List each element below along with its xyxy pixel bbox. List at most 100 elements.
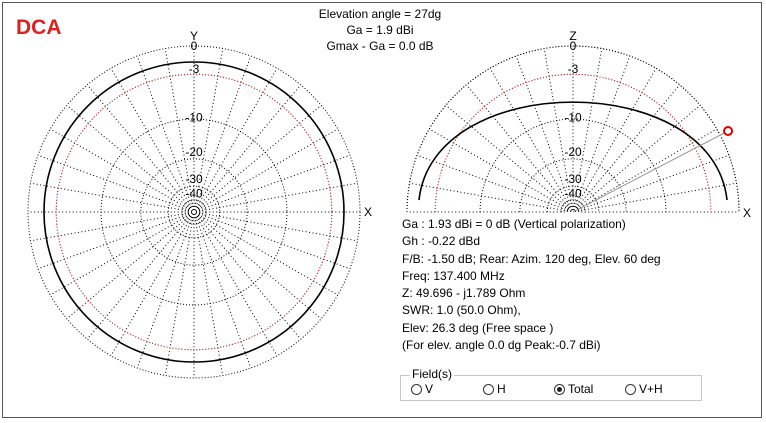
elevation-ring-label-0: 0 bbox=[570, 39, 577, 53]
info-fb: F/B: -1.50 dB; Rear: Azim. 120 deg, Elev… bbox=[402, 251, 661, 266]
azimuth-spoke bbox=[86, 84, 190, 206]
radio-h-dot[interactable] bbox=[483, 383, 494, 395]
ga-label: Ga = 1.9 dBi bbox=[346, 23, 414, 37]
elevation-ring-label-2: -10 bbox=[564, 110, 582, 124]
elevation-angle-label: Elevation angle = 27dg bbox=[318, 7, 442, 21]
azimuth-spoke bbox=[200, 215, 339, 296]
azimuth-spoke bbox=[66, 216, 188, 320]
elevation-ring-label-5: -40 bbox=[564, 187, 582, 201]
azimuth-ring-label-3: -20 bbox=[185, 145, 203, 159]
info-freq: Freq: 137.400 MHz bbox=[402, 268, 505, 283]
radio-vh-dot[interactable] bbox=[625, 383, 636, 395]
elevation-axis-vertical: Z bbox=[569, 29, 576, 43]
logo: DCA bbox=[16, 16, 62, 39]
azimuth-spoke bbox=[49, 128, 188, 209]
azimuth-inner-ring-0 bbox=[187, 205, 201, 219]
field-legend: Field(s) bbox=[410, 367, 455, 381]
azimuth-spoke bbox=[202, 182, 358, 212]
azimuth-spoke bbox=[197, 218, 278, 357]
radio-total-dot[interactable] bbox=[554, 383, 565, 395]
elevation-ring-4 bbox=[546, 185, 600, 213]
azimuth-axis-horizontal: X bbox=[364, 205, 372, 219]
info-gh: Gh : -0.22 dBd bbox=[402, 234, 481, 249]
azimuth-spoke bbox=[201, 154, 351, 210]
radio-h-label: H bbox=[497, 382, 506, 396]
azimuth-spoke bbox=[30, 182, 186, 212]
elevation-spoke bbox=[579, 104, 701, 208]
elevation-ring-label-1: -3 bbox=[568, 62, 579, 76]
azimuth-spoke bbox=[200, 104, 322, 208]
azimuth-axis-vertical: Y bbox=[190, 29, 198, 43]
azimuth-inner-ring-1 bbox=[191, 209, 197, 215]
elevation-pattern-trace bbox=[418, 101, 728, 201]
elevation-inner-ring-0 bbox=[566, 205, 580, 213]
elevation-spoke bbox=[489, 67, 570, 206]
azimuth-3db-reference bbox=[55, 73, 333, 351]
azimuth-ring-label-4: -30 bbox=[185, 172, 203, 186]
azimuth-spoke bbox=[49, 215, 188, 296]
azimuth-ring-label-2: -10 bbox=[185, 110, 203, 124]
azimuth-spoke bbox=[164, 220, 194, 376]
elevation-spoke bbox=[576, 67, 657, 206]
azimuth-spoke bbox=[37, 154, 187, 210]
elevation-plot: 0 -3 -10 -20 -30-40 Z X bbox=[406, 29, 751, 220]
azimuth-ring-label-1: -3 bbox=[189, 62, 200, 76]
azimuth-spoke bbox=[110, 67, 191, 206]
azimuth-spoke bbox=[30, 212, 186, 242]
elevation-spoke bbox=[515, 55, 571, 205]
azimuth-spoke bbox=[196, 219, 252, 369]
azimuth-ring-3 bbox=[140, 158, 248, 266]
pattern-window bbox=[2, 2, 762, 418]
elevation-spoke bbox=[409, 182, 565, 212]
elevation-spoke bbox=[575, 55, 631, 205]
radio-h[interactable]: H bbox=[483, 382, 506, 396]
azimuth-spoke bbox=[194, 220, 224, 376]
azimuth-spoke bbox=[197, 67, 278, 206]
azimuth-spoke bbox=[200, 216, 322, 320]
gmax-label: Gmax - Ga = 0.0 dB bbox=[326, 39, 434, 53]
azimuth-ring-label-0: 0 bbox=[191, 39, 198, 53]
azimuth-ring-label-5: -40 bbox=[185, 187, 203, 201]
elevation-marker-point[interactable] bbox=[723, 126, 734, 137]
azimuth-spoke bbox=[37, 214, 187, 270]
elevation-inner-ring-1 bbox=[570, 209, 576, 213]
radio-total[interactable]: Total bbox=[554, 382, 593, 396]
azimuth-spoke bbox=[202, 212, 358, 242]
azimuth-spoke bbox=[201, 214, 351, 270]
info-ga: Ga : 1.93 dBi = 0 dB (Vertical polarizat… bbox=[402, 217, 626, 231]
azimuth-spoke bbox=[136, 55, 192, 205]
azimuth-ring-4 bbox=[167, 185, 221, 239]
plot-header: Elevation angle = 27dg Ga = 1.9 dBi Gmax… bbox=[300, 6, 460, 54]
azimuth-spoke bbox=[136, 219, 192, 369]
info-elev: Elev: 26.3 deg (Free space ) bbox=[402, 320, 554, 335]
radio-v-label: V bbox=[425, 382, 434, 396]
azimuth-spoke bbox=[196, 55, 252, 205]
azimuth-ring-5 bbox=[181, 199, 207, 225]
elevation-spoke bbox=[581, 182, 737, 212]
elevation-ring-label-3: -20 bbox=[564, 145, 582, 159]
radio-v[interactable]: V bbox=[411, 382, 433, 396]
elevation-3db-reference bbox=[434, 73, 712, 213]
elevation-spoke bbox=[416, 154, 566, 210]
elevation-marker-line bbox=[572, 130, 729, 213]
elevation-ring-5 bbox=[560, 199, 586, 213]
elevation-spoke bbox=[580, 154, 730, 210]
radio-total-label: Total bbox=[568, 382, 594, 396]
elevation-spoke bbox=[445, 104, 567, 208]
radio-vh-label: V+H bbox=[639, 382, 663, 396]
azimuth-spoke bbox=[198, 84, 302, 206]
antenna-info: Ga : 1.93 dBi = 0 dB (Vertical polarizat… bbox=[402, 216, 661, 354]
radio-vh[interactable]: V+H bbox=[625, 382, 663, 396]
azimuth-pattern-trace bbox=[43, 61, 345, 363]
radio-v-dot[interactable] bbox=[411, 383, 422, 395]
azimuth-spoke bbox=[200, 128, 339, 209]
azimuth-spoke bbox=[198, 218, 302, 340]
azimuth-spoke bbox=[86, 218, 190, 340]
azimuth-ring-0 bbox=[27, 45, 361, 379]
info-swr: SWR: 1.0 (50.0 Ohm), bbox=[402, 303, 521, 318]
azimuth-plot: 0 -3 -10 -20 -30-40 Y X bbox=[27, 29, 372, 379]
info-impedance: Z: 49.696 - j1.789 Ohm bbox=[402, 286, 526, 301]
elevation-axis-horizontal: X bbox=[743, 206, 751, 220]
elevation-ring-label-4: -30 bbox=[564, 172, 582, 186]
